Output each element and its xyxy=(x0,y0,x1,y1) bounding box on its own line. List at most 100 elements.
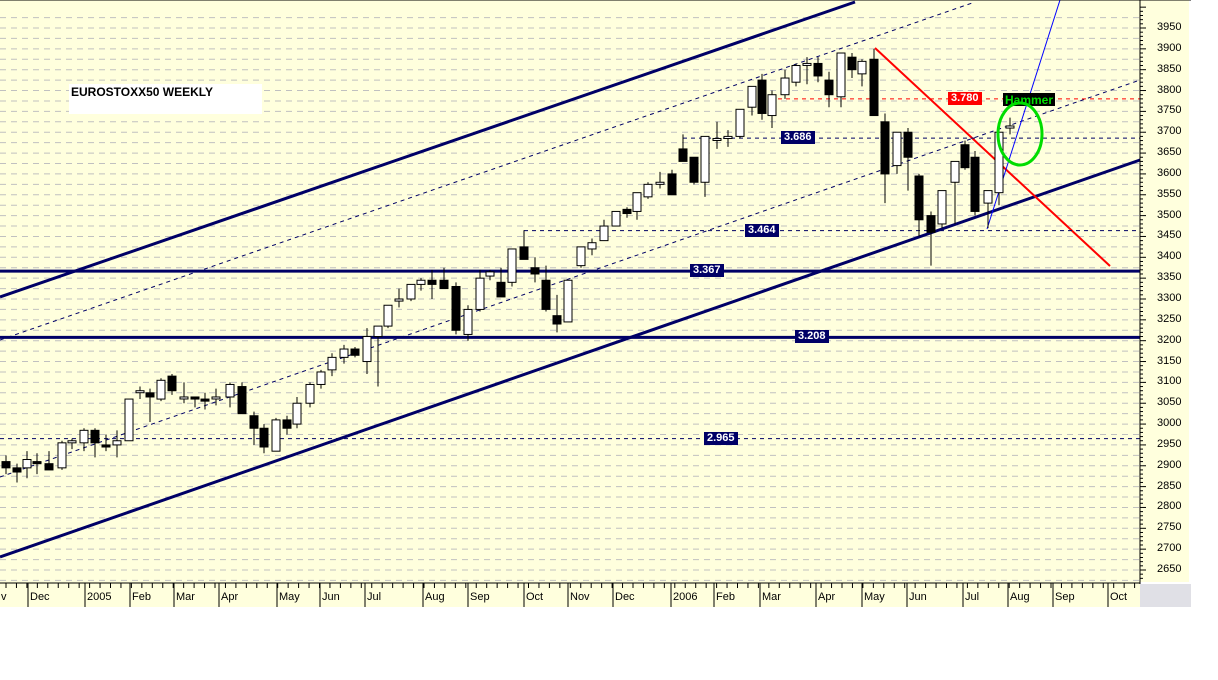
y-tick-label: 3100 xyxy=(1157,375,1182,388)
y-tick-label: 2750 xyxy=(1157,521,1182,534)
candle-down xyxy=(689,156,699,183)
candle-down xyxy=(427,279,437,285)
candle-up xyxy=(57,442,67,469)
y-tick-label: 3250 xyxy=(1157,312,1182,325)
x-tick-label: Apr xyxy=(221,591,239,603)
candle-up xyxy=(937,190,947,225)
candle-up xyxy=(836,52,846,98)
candle-up xyxy=(599,225,609,242)
chart-title: EUROSTOXX50 WEEKLY xyxy=(71,85,214,99)
candle-up xyxy=(362,336,372,363)
candle-up xyxy=(735,108,745,137)
y-tick-label: 3850 xyxy=(1157,62,1182,75)
candle-up xyxy=(802,62,812,66)
candle-up xyxy=(611,210,621,227)
candle-down xyxy=(519,246,529,260)
candle-down xyxy=(12,467,22,473)
candle-down xyxy=(496,281,506,298)
level-label: 3.780 xyxy=(948,91,982,105)
grid-lines xyxy=(0,17,1140,581)
candle-down xyxy=(678,148,688,162)
candle-down xyxy=(667,173,677,196)
candle-down xyxy=(249,415,259,429)
trendlines xyxy=(0,0,1141,559)
x-tick-label: Oct xyxy=(1110,591,1128,603)
y-tick-label: 3450 xyxy=(1157,229,1182,242)
y-tick-label: 2850 xyxy=(1157,479,1182,492)
level-label: 3.686 xyxy=(781,131,815,145)
hammer-ellipse xyxy=(996,101,1044,167)
candle-up xyxy=(983,190,993,204)
candle-up xyxy=(305,383,315,404)
candle-down xyxy=(869,58,879,117)
candle-up xyxy=(124,398,134,442)
x-tick-label: Mar xyxy=(176,591,195,603)
horizontal-levels xyxy=(0,98,1140,440)
candle-up xyxy=(135,390,145,394)
candle-up xyxy=(373,325,383,338)
candle-down xyxy=(1,461,11,469)
candle-up xyxy=(780,77,790,96)
candle-up xyxy=(475,277,485,310)
candle-up xyxy=(723,135,733,139)
candle-up xyxy=(485,271,495,277)
y-tick-label: 3200 xyxy=(1157,333,1182,346)
candle-down xyxy=(439,279,449,290)
y-tick-label: 2650 xyxy=(1157,562,1182,575)
candle-up xyxy=(791,65,801,83)
x-tick-label: Feb xyxy=(132,591,151,603)
x-tick-label: 2006 xyxy=(673,591,698,603)
candle-up xyxy=(507,248,517,283)
candle-up xyxy=(632,192,642,212)
chart-container: Hammer EUROSTOXX50 WEEKLY 3.780 3.686 3.46… xyxy=(0,0,1191,607)
x-tick-label: Jul xyxy=(367,591,382,603)
candle-up xyxy=(22,459,32,469)
candle-up xyxy=(316,371,326,385)
candles xyxy=(1,48,1015,483)
candle-down xyxy=(200,398,210,402)
candle-up xyxy=(211,396,221,400)
x-tick-label: Dec xyxy=(30,591,50,603)
candle-up xyxy=(383,304,393,327)
candle-down xyxy=(960,144,970,169)
candle-up xyxy=(700,135,710,183)
y-tick-label: 2700 xyxy=(1157,542,1182,555)
x-tick-label: v xyxy=(1,591,7,603)
y-axis-area xyxy=(1140,0,1189,582)
x-tick-label: Aug xyxy=(1010,591,1030,603)
candle-down xyxy=(530,267,540,275)
candle-down xyxy=(451,285,461,331)
level-label: 3.464 xyxy=(745,223,779,237)
candle-down xyxy=(914,175,924,221)
y-tick-label: 3300 xyxy=(1157,291,1182,304)
level-label: 3.367 xyxy=(690,264,724,278)
x-tick-label: Sep xyxy=(1055,591,1075,603)
x-tick-label: Jul xyxy=(965,591,980,603)
candle-up xyxy=(857,60,867,75)
candle-down xyxy=(237,386,247,415)
candle-up xyxy=(767,94,777,117)
candle-down xyxy=(145,392,155,398)
x-tick-label: Jun xyxy=(322,591,340,603)
y-tick-label: 3600 xyxy=(1157,166,1182,179)
candle-down xyxy=(926,215,936,233)
y-tick-label: 3350 xyxy=(1157,271,1182,284)
candle-up xyxy=(655,181,665,185)
candle-up xyxy=(1005,125,1015,129)
candle-down xyxy=(190,396,200,400)
y-tick-label: 3800 xyxy=(1157,83,1182,96)
candle-down xyxy=(970,156,980,212)
candle-down xyxy=(552,315,562,325)
level-label: 2.965 xyxy=(704,431,738,445)
x-tick-label: Apr xyxy=(818,591,836,603)
candle-down xyxy=(282,419,292,429)
candle-down xyxy=(880,121,890,175)
x-tick-label: 2005 xyxy=(87,591,112,603)
lower-channel-line xyxy=(0,158,1141,559)
candle-down xyxy=(824,79,834,96)
candle-up xyxy=(156,379,166,400)
candle-down xyxy=(847,56,857,71)
y-tick-label: 3150 xyxy=(1157,354,1182,367)
candle-down xyxy=(90,429,100,444)
candle-down xyxy=(622,208,632,215)
